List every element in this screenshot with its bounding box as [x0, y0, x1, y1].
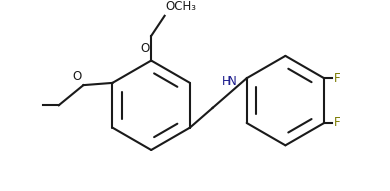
Text: F: F [333, 72, 340, 85]
Text: N: N [228, 75, 237, 88]
Text: O: O [140, 42, 149, 55]
Text: O: O [72, 70, 82, 83]
Text: F: F [333, 117, 340, 129]
Text: H: H [222, 75, 230, 88]
Text: OCH₃: OCH₃ [165, 0, 197, 13]
